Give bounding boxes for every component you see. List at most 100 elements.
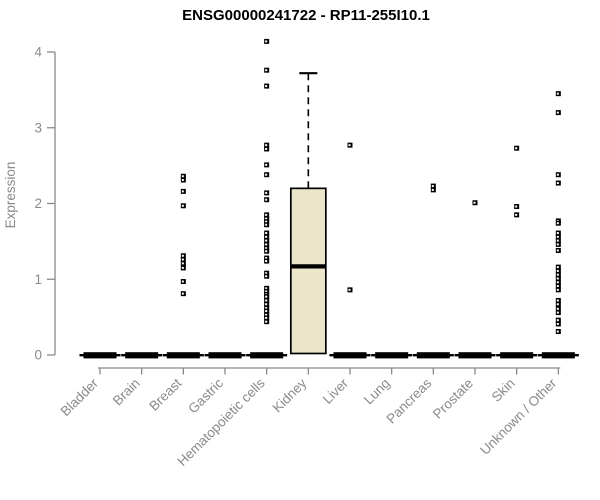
outlier-point-center <box>265 144 268 147</box>
collapsed-box <box>250 352 284 359</box>
outlier-point-center <box>556 235 559 238</box>
outlier-point-center <box>515 205 518 208</box>
outlier-point-center <box>265 191 268 194</box>
box-lung <box>371 352 413 359</box>
outlier-point-center <box>265 313 268 316</box>
outlier-point-center <box>265 69 268 72</box>
outlier-point-center <box>265 295 268 298</box>
collapsed-box <box>333 352 367 359</box>
outlier-point-center <box>265 173 268 176</box>
outlier-point-center <box>265 290 268 293</box>
box-pancreas <box>412 183 454 359</box>
outlier-point-center <box>265 275 268 278</box>
x-tick-label: Kidney <box>270 375 310 415</box>
outlier-point-center <box>265 40 268 43</box>
x-tick-label: Lung <box>361 376 393 408</box>
outlier-point-center <box>556 173 559 176</box>
outlier-point-center <box>265 223 268 226</box>
y-tick-label: 0 <box>34 348 42 363</box>
outlier-point-center <box>181 179 184 182</box>
y-tick-label: 3 <box>34 120 42 135</box>
outlier-point-center <box>181 266 184 269</box>
outlier-point-center <box>265 307 268 310</box>
outlier-point-center <box>265 235 268 238</box>
collapsed-box <box>458 352 492 359</box>
collapsed-box <box>416 352 450 359</box>
y-tick-label: 4 <box>34 45 42 60</box>
outlier-point-center <box>265 316 268 319</box>
outlier-point-center <box>556 243 559 246</box>
outlier-point-center <box>181 292 184 295</box>
box-prostate <box>454 200 496 359</box>
outlier-point-center <box>556 299 559 302</box>
outlier-point-center <box>556 330 559 333</box>
box-breast <box>162 173 204 359</box>
outlier-point-center <box>265 260 268 263</box>
x-tick-label: Liver <box>320 375 352 407</box>
outlier-point-center <box>181 280 184 283</box>
outlier-point-center <box>431 188 434 191</box>
outlier-point-center <box>265 239 268 242</box>
outlier-point-center <box>181 254 184 257</box>
outlier-point-center <box>556 273 559 276</box>
outlier-point-center <box>265 220 268 223</box>
x-tick-label: Brain <box>110 376 143 409</box>
outlier-point-center <box>265 250 268 253</box>
outlier-point-center <box>556 303 559 306</box>
collapsed-box <box>208 352 242 359</box>
outlier-point-center <box>181 190 184 193</box>
box-liver <box>329 142 371 359</box>
outlier-point-center <box>265 213 268 216</box>
outlier-point-center <box>556 232 559 235</box>
outlier-point-center <box>515 213 518 216</box>
outlier-point-center <box>556 319 559 322</box>
x-tick-label: Pancreas <box>384 375 435 426</box>
outlier-point-center <box>515 147 518 150</box>
outlier-point-center <box>181 262 184 265</box>
box-gastric <box>204 352 246 359</box>
outlier-point-center <box>556 277 559 280</box>
outlier-point-center <box>181 204 184 207</box>
outlier-point-center <box>265 310 268 313</box>
collapsed-box <box>166 352 200 359</box>
box-kidney <box>289 72 327 355</box>
collapsed-box <box>125 352 159 359</box>
box-hematopoietic-cells <box>246 38 288 359</box>
box-rect <box>289 187 327 355</box>
outlier-point-center <box>265 232 268 235</box>
collapsed-box <box>375 352 409 359</box>
outlier-point-center <box>556 269 559 272</box>
box-skin <box>496 145 538 359</box>
chart-title: ENSG00000241722 - RP11-255I10.1 <box>182 7 430 24</box>
outlier-point-center <box>431 185 434 188</box>
outlier-point-center <box>265 257 268 260</box>
outlier-point-center <box>265 299 268 302</box>
outlier-point-center <box>556 285 559 288</box>
x-tick-label: Gastric <box>185 375 226 416</box>
y-tick-label: 1 <box>34 272 42 287</box>
y-axis: 0 1 2 3 4 <box>34 45 56 363</box>
x-tick-label: Breast <box>146 375 184 413</box>
outlier-point-center <box>473 201 476 204</box>
outlier-point-center <box>556 322 559 325</box>
outlier-point-center <box>556 111 559 114</box>
box-unknown-other <box>537 91 579 359</box>
outlier-point-center <box>265 147 268 150</box>
outlier-point-center <box>265 198 268 201</box>
box-bladder <box>79 352 121 359</box>
outlier-point-center <box>265 163 268 166</box>
outlier-point-center <box>265 243 268 246</box>
outlier-point-center <box>265 287 268 290</box>
outlier-point-center <box>265 272 268 275</box>
x-tick-label: Bladder <box>58 375 102 419</box>
outlier-point-center <box>556 307 559 310</box>
outlier-point-center <box>556 249 559 252</box>
outlier-point-center <box>556 288 559 291</box>
collapsed-box <box>541 352 575 359</box>
x-tick-label: Prostate <box>430 376 476 422</box>
collapsed-box <box>500 352 534 359</box>
outlier-point-center <box>181 258 184 261</box>
outlier-point-center <box>348 144 351 147</box>
